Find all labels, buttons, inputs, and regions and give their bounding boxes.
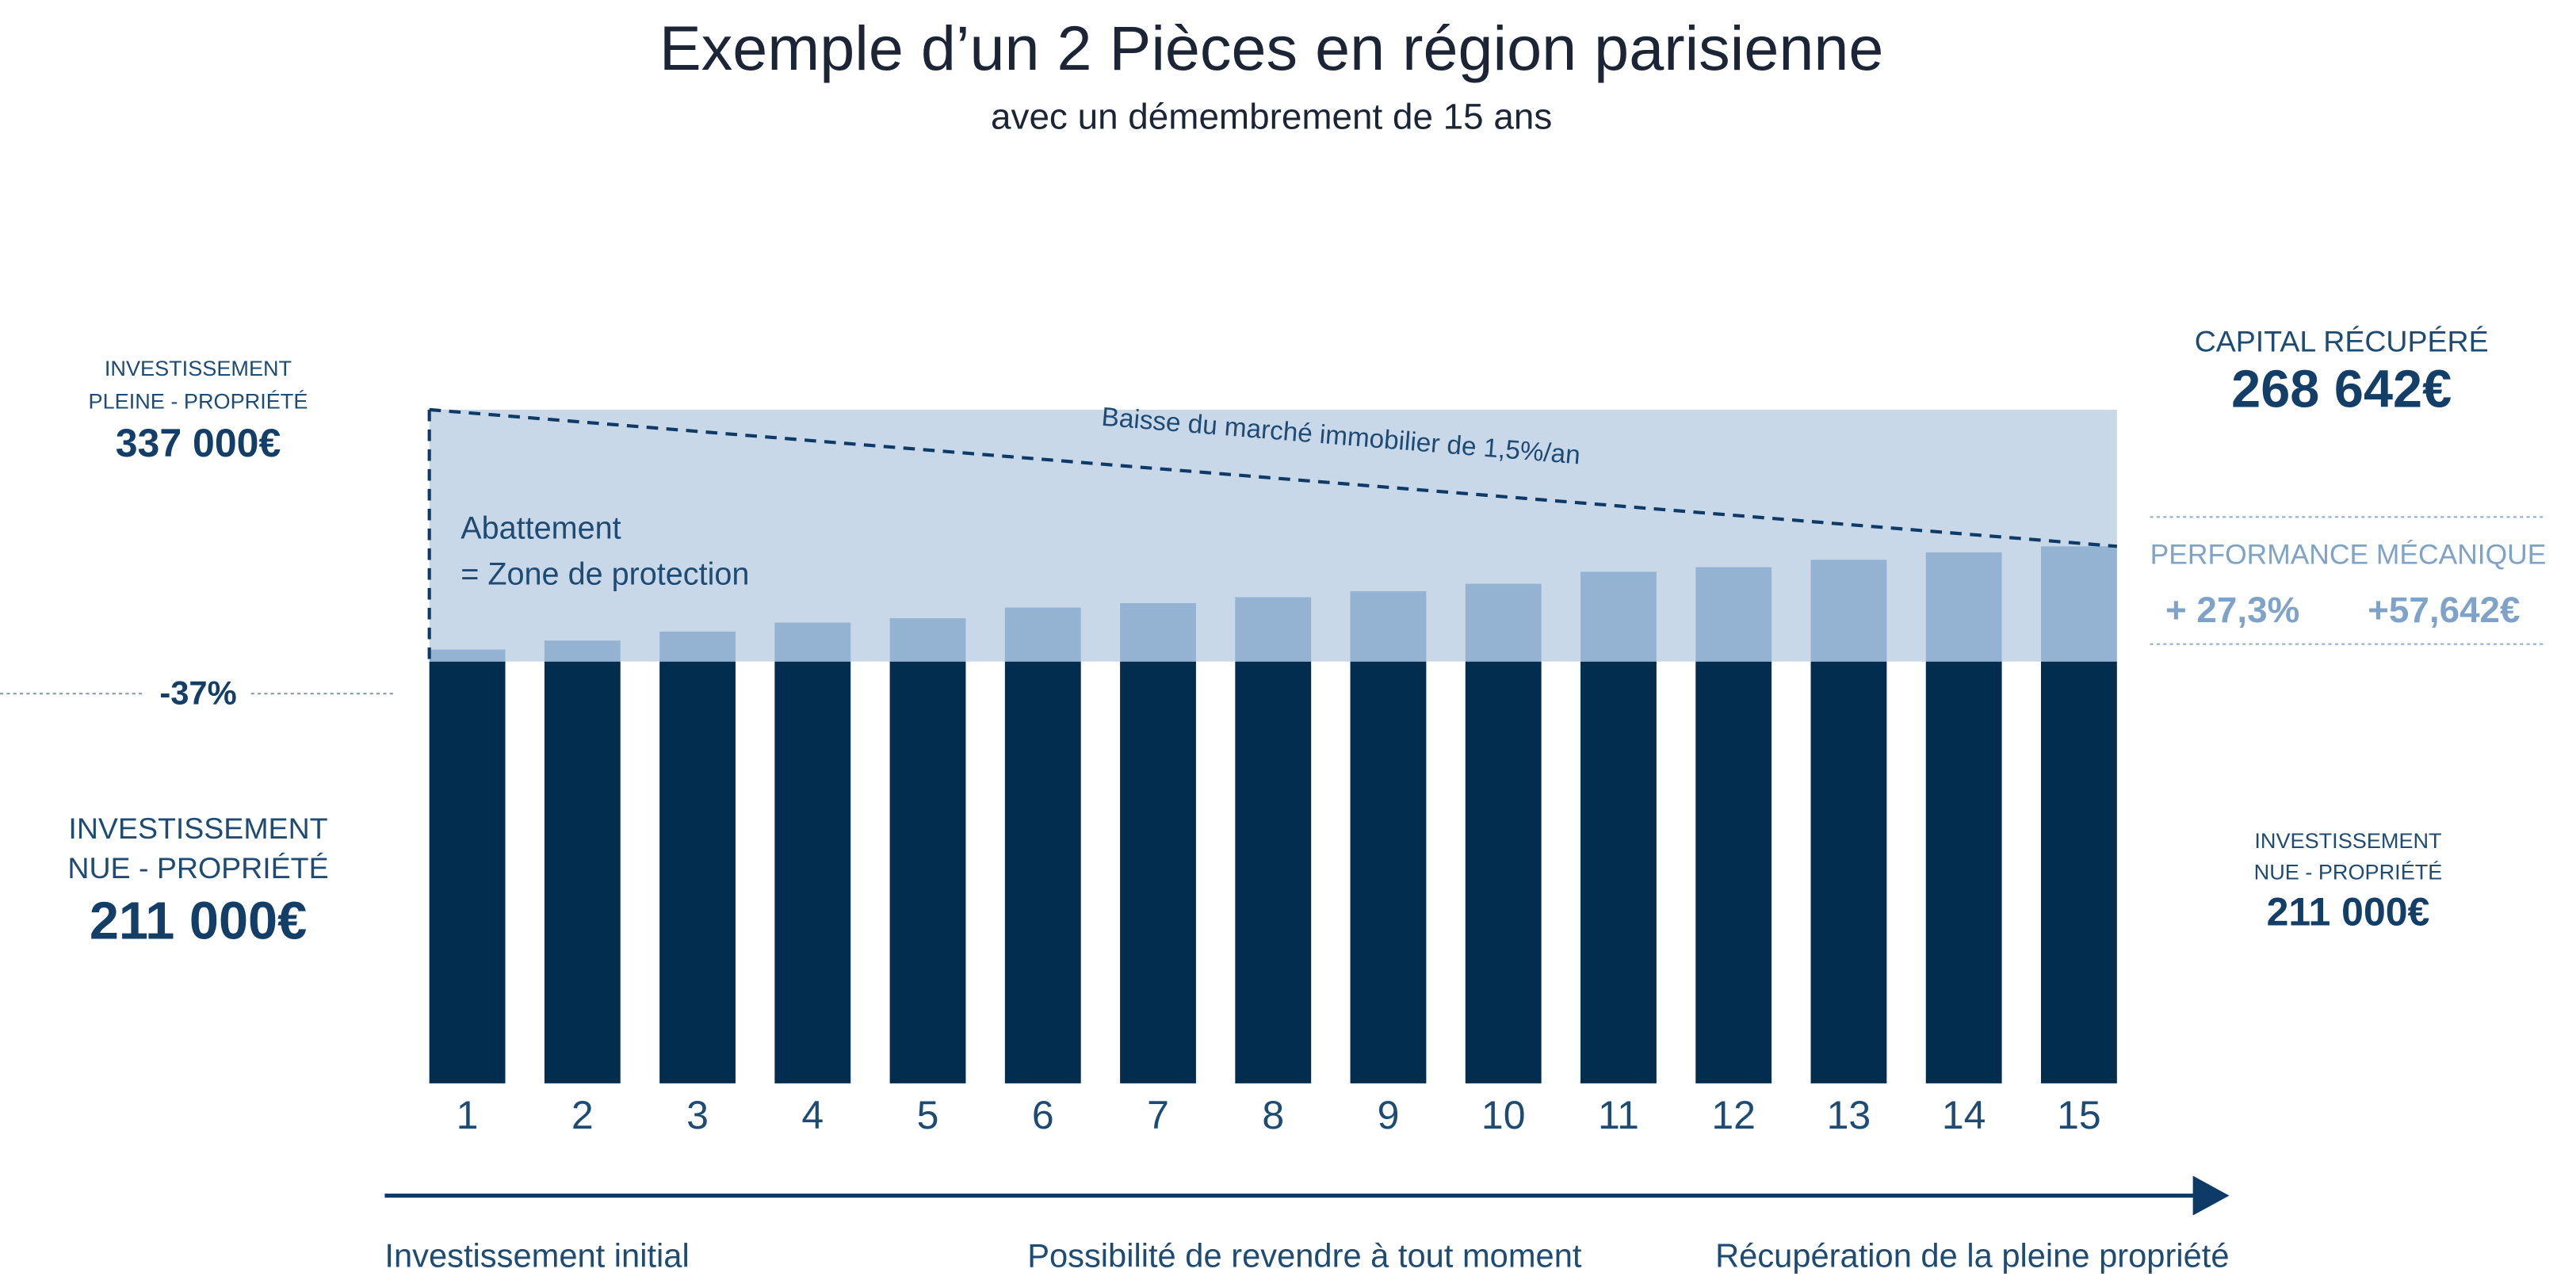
bar-segment (544, 661, 621, 1083)
bar-segment (774, 622, 851, 662)
bar-segment (1004, 661, 1081, 1083)
bar-segment (1810, 560, 1887, 662)
x-tick-label: 14 (1942, 1093, 1986, 1137)
bar-segment (1580, 661, 1657, 1083)
timeline-label: Investissement initial (384, 1237, 689, 1274)
x-tick-label: 3 (686, 1093, 709, 1137)
bar-segment (2041, 546, 2117, 662)
x-tick-label: 5 (917, 1093, 939, 1137)
arrow-head (2192, 1175, 2230, 1216)
bar-segment (429, 661, 506, 1083)
x-tick-label: 15 (2057, 1093, 2101, 1137)
side-value: 211 000€ (90, 892, 307, 950)
side-value: 268 642€ (2231, 361, 2452, 419)
discount-label: -37% (159, 674, 236, 711)
side-value: 211 000€ (2267, 890, 2430, 934)
bar-segment (1695, 661, 1772, 1083)
bar-segment (1120, 661, 1196, 1083)
x-tick-label: 10 (1481, 1093, 1526, 1137)
zone-label: = Zone de protection (461, 557, 749, 592)
bar-segment (1350, 661, 1427, 1083)
x-tick-label: 1 (457, 1093, 479, 1137)
bar-segment (1580, 571, 1657, 662)
bar-segment (1350, 590, 1427, 662)
bar-segment (1465, 661, 1542, 1083)
bar-segment (1465, 583, 1542, 662)
bar-segment (1004, 607, 1081, 662)
market-decline-line (429, 407, 2118, 548)
x-tick-label: 8 (1262, 1093, 1284, 1137)
bar-segment (889, 617, 966, 662)
bar-segment (889, 661, 966, 1083)
side-value: 337 000€ (116, 421, 281, 465)
bar-segment (1810, 661, 1887, 1083)
performance-title: PERFORMANCE MÉCANIQUE (2150, 539, 2547, 571)
side-label: INVESTISSEMENT (2254, 828, 2441, 853)
bar-segment (1235, 597, 1312, 662)
side-label: INVESTISSEMENT (105, 356, 292, 380)
x-tick-label: 7 (1147, 1093, 1169, 1137)
bar-segment (544, 640, 621, 662)
x-tick-label: 9 (1378, 1093, 1400, 1137)
timeline-label: Récupération de la pleine propriété (1715, 1237, 2229, 1274)
bar-segment (429, 649, 506, 662)
zone-label: Abattement (461, 510, 621, 545)
x-tick-label: 12 (1711, 1093, 1756, 1137)
bar-segment (1120, 603, 1196, 662)
bar-segment (1695, 567, 1772, 662)
performance-gain: +57,642€ (2368, 590, 2520, 630)
x-tick-label: 13 (1827, 1093, 1871, 1137)
side-label: CAPITAL RÉCUPÉRÉ (2195, 324, 2489, 357)
x-tick-label: 6 (1032, 1093, 1054, 1137)
side-label: NUE - PROPRIÉTÉ (67, 851, 328, 885)
bar-segment (1925, 661, 2002, 1083)
bar-segment (2041, 661, 2117, 1083)
side-label: NUE - PROPRIÉTÉ (2254, 859, 2443, 884)
bar-segment (659, 631, 736, 662)
side-label: PLEINE - PROPRIÉTÉ (89, 389, 308, 414)
side-label: INVESTISSEMENT (68, 812, 327, 845)
chart-subtitle: avec un démembrement de 15 ans (991, 96, 1552, 136)
bar-segment (774, 661, 851, 1083)
performance-percent: + 27,3% (2165, 590, 2299, 630)
timeline-label: Possibilité de revendre à tout moment (1027, 1237, 1582, 1274)
x-tick-label: 11 (1598, 1093, 1639, 1137)
x-tick-label: 4 (801, 1093, 824, 1137)
chart-title: Exemple d’un 2 Pièces en région parisien… (659, 13, 1884, 83)
x-tick-label: 2 (571, 1093, 594, 1137)
bar-segment (659, 661, 736, 1083)
bar-segment (1235, 661, 1312, 1083)
bar-segment (1925, 552, 2002, 662)
